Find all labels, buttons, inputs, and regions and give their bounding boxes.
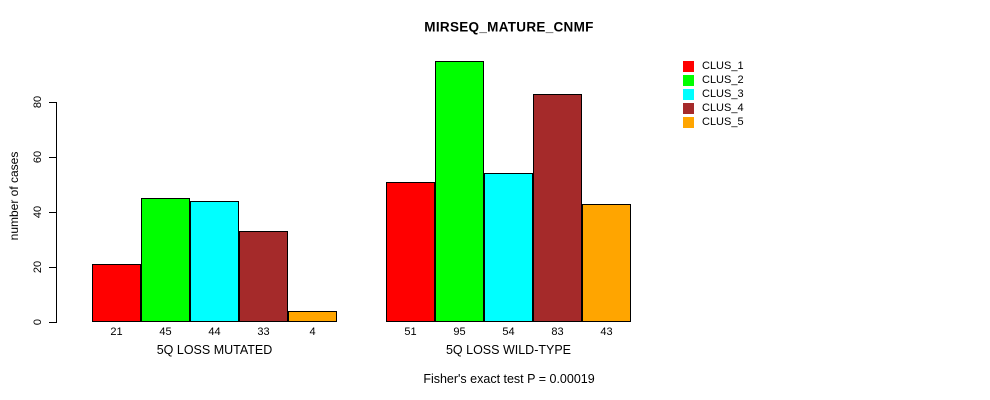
y-tick-20 [49,267,57,268]
y-tick-0 [49,322,57,323]
bar-value-CLUS_4-group2: 83 [551,326,564,338]
y-tick-60 [49,157,57,158]
bar-value-CLUS_2-group1: 45 [159,326,172,338]
bar-CLUS_1-group2 [386,182,435,322]
bar-CLUS_5-group1 [288,311,337,322]
legend-row-CLUS_5: CLUS_5 [683,117,744,128]
chart-title: MIRSEQ_MATURE_CNMF [424,19,594,35]
fisher-test-note: Fisher's exact test P = 0.00019 [423,372,595,386]
legend-label-CLUS_4: CLUS_4 [702,102,744,114]
legend-label-CLUS_1: CLUS_1 [702,60,744,72]
legend-row-CLUS_4: CLUS_4 [683,103,744,114]
y-tick-label-60: 60 [32,150,44,164]
bar-value-CLUS_4-group1: 33 [257,326,270,338]
y-tick-label-0: 0 [32,318,44,326]
legend-label-CLUS_5: CLUS_5 [702,116,744,128]
bar-value-CLUS_3-group2: 54 [502,326,515,338]
legend-swatch-CLUS_2 [683,75,694,86]
bar-value-CLUS_1-group2: 51 [404,326,417,338]
legend-row-CLUS_3: CLUS_3 [683,89,744,100]
y-tick-80 [49,102,57,103]
bar-value-CLUS_5-group2: 43 [600,326,613,338]
bar-CLUS_2-group2 [435,61,484,322]
legend-label-CLUS_3: CLUS_3 [702,88,744,100]
y-axis-label: number of cases [7,151,21,241]
legend-swatch-CLUS_4 [683,103,694,114]
bar-CLUS_1-group1 [92,264,141,322]
bar-CLUS_2-group1 [141,198,190,322]
legend-row-CLUS_2: CLUS_2 [683,75,744,86]
y-tick-40 [49,212,57,213]
legend-swatch-CLUS_3 [683,89,694,100]
y-tick-label-20: 20 [32,260,44,274]
legend-swatch-CLUS_5 [683,117,694,128]
legend-swatch-CLUS_1 [683,61,694,72]
legend: CLUS_1 CLUS_2 CLUS_3 CLUS_4 CLUS_5 [683,61,744,128]
bar-CLUS_4-group1 [239,231,288,322]
group-label-2: 5Q LOSS WILD-TYPE [445,343,572,357]
bar-CLUS_3-group1 [190,201,239,322]
bar-value-CLUS_1-group1: 21 [110,326,123,338]
bar-CLUS_5-group2 [582,204,631,322]
bar-value-CLUS_2-group2: 95 [453,326,466,338]
legend-label-CLUS_2: CLUS_2 [702,74,744,86]
bar-value-CLUS_5-group1: 4 [309,326,316,338]
y-tick-label-40: 40 [32,205,44,219]
y-tick-label-80: 80 [32,95,44,109]
bar-value-CLUS_3-group1: 44 [208,326,221,338]
bar-CLUS_4-group2 [533,94,582,322]
legend-row-CLUS_1: CLUS_1 [683,61,744,72]
group-label-1: 5Q LOSS MUTATED [156,343,273,357]
bar-CLUS_3-group2 [484,173,533,322]
